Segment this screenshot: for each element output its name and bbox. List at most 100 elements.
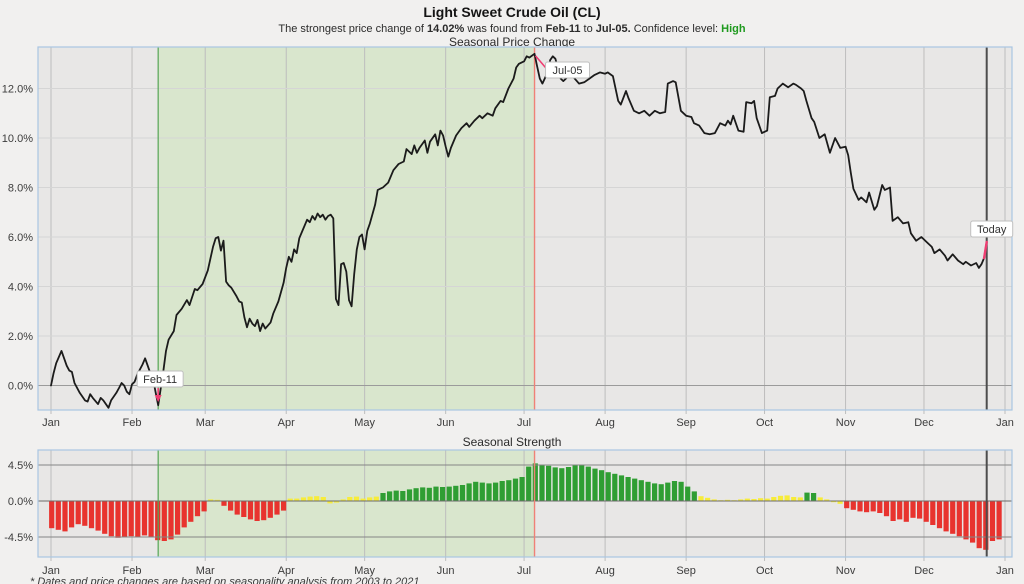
x-tick-label: Sep	[676, 417, 696, 429]
strength-bar	[188, 501, 194, 522]
strength-bar	[638, 480, 644, 501]
strength-bar	[711, 499, 717, 501]
strength-bar	[479, 482, 485, 501]
strength-bar	[850, 501, 856, 510]
strength-bar	[519, 477, 525, 501]
strength-bar	[804, 492, 810, 501]
x-tick-label: May	[354, 565, 375, 577]
strength-bar	[751, 499, 757, 501]
y-tick-label: -4.5%	[4, 532, 33, 544]
strength-chart: 4.5% 0.0% -4.5% Jan Feb Mar Apr May Jun Jul Aug Sep…	[4, 449, 1014, 577]
strength-bar	[645, 481, 651, 501]
y-tick-label: 12.0%	[2, 84, 33, 96]
strength-bar	[744, 498, 750, 501]
x-tick-label: Oct	[756, 565, 773, 577]
strength-bar	[69, 501, 75, 528]
x-tick-label: Aug	[595, 565, 615, 577]
strength-bar	[241, 501, 247, 517]
strength-bar	[811, 493, 817, 501]
strength-bar	[817, 497, 823, 501]
strength-bar	[201, 501, 207, 512]
strength-bar	[910, 501, 916, 518]
strength-bar	[161, 501, 167, 541]
jul-annotation-text: Jul-05	[553, 65, 583, 77]
strength-bar	[559, 468, 565, 501]
strength-bar	[996, 501, 1002, 540]
y-tick-label: 4.5%	[8, 460, 33, 472]
x-tick-label: Feb	[123, 417, 142, 429]
strength-bar	[406, 489, 413, 501]
strength-bar	[62, 501, 68, 532]
x-tick-label: Jul	[517, 565, 531, 577]
strength-bar	[512, 478, 519, 501]
strength-bar	[75, 501, 81, 525]
strength-bar	[281, 501, 287, 511]
x-tick-label: Apr	[278, 565, 295, 577]
strength-bar	[877, 501, 883, 513]
strength-bar	[784, 495, 790, 501]
strength-bar	[552, 467, 558, 501]
x-tick-label: Mar	[196, 565, 215, 577]
strength-bar	[771, 497, 777, 501]
strength-bar	[612, 473, 618, 501]
strength-bar	[274, 501, 280, 515]
highlight-region	[158, 47, 535, 410]
strength-bar	[413, 488, 419, 501]
strength-bar	[314, 496, 320, 501]
strength-bar	[950, 501, 956, 534]
strength-bar	[532, 463, 538, 501]
strength-bar	[327, 501, 333, 504]
y-tick-label: 8.0%	[8, 183, 33, 195]
strength-bar	[923, 501, 929, 522]
strength-bar	[652, 483, 658, 501]
strength-bar	[400, 491, 406, 501]
strength-bar	[168, 501, 174, 540]
x-tick-label: Nov	[836, 565, 856, 577]
highlight-region	[158, 450, 535, 557]
strength-bar	[963, 501, 969, 540]
strength-bar	[320, 497, 326, 501]
strength-bar	[261, 501, 267, 521]
strength-bar	[764, 498, 770, 501]
strength-bar	[360, 498, 366, 501]
strength-bar	[632, 478, 638, 501]
subtitle-segment: was found from	[464, 23, 546, 35]
y-tick-label: 6.0%	[8, 232, 33, 244]
subtitle-segment: Feb-11	[545, 23, 581, 35]
strength-bar	[724, 499, 731, 501]
strength-bar	[506, 480, 512, 501]
strength-bar	[976, 501, 982, 549]
subtitle-segment: High	[721, 23, 746, 35]
subtitle: The strongest price change of 14.02% was…	[0, 23, 1024, 35]
strength-bar	[539, 464, 545, 501]
strength-bar	[585, 466, 591, 501]
strength-bar	[128, 501, 134, 537]
strength-bar	[897, 501, 903, 520]
x-tick-label: Apr	[278, 417, 295, 429]
strength-bar	[141, 501, 148, 536]
strength-bar	[347, 497, 353, 501]
x-tick-label: Jun	[437, 565, 455, 577]
strength-bar	[367, 497, 373, 501]
today-annotation-box	[970, 220, 1014, 238]
x-tick-label: Mar	[196, 417, 215, 429]
subtitle-segment: Confidence level:	[630, 23, 722, 35]
x-tick-label: May	[354, 417, 375, 429]
subtitle-segment: Jul-05.	[595, 23, 631, 35]
strength-bar	[678, 481, 684, 501]
today-annotation-text: Today	[977, 224, 1007, 236]
strength-bar	[738, 499, 744, 501]
strength-bar	[930, 501, 936, 525]
strength-bar	[870, 501, 876, 512]
price-line	[50, 52, 988, 409]
strength-bar	[466, 483, 472, 501]
x-tick-label: Jun	[437, 417, 455, 429]
strength-bar	[526, 466, 532, 501]
strength-bar	[446, 486, 452, 501]
strength-bar	[605, 472, 611, 501]
x-tick-label: Jan	[996, 565, 1014, 577]
subtitle-segment: to	[580, 23, 596, 35]
strength-bar	[705, 497, 711, 501]
strength-bar	[459, 485, 466, 501]
strength-bar	[387, 491, 393, 501]
